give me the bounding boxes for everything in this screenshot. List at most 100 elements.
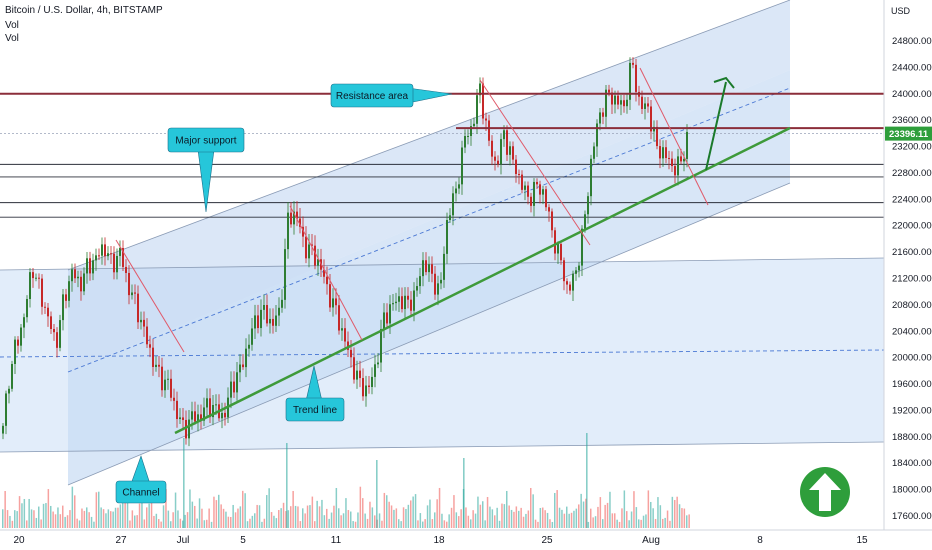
candle-body	[515, 159, 517, 174]
candle-body	[545, 189, 547, 208]
volume-bar	[575, 508, 578, 528]
volume-bar	[208, 508, 210, 528]
candle-body	[251, 328, 253, 345]
candle-body	[167, 378, 169, 380]
candle-body	[650, 106, 652, 132]
volume-bar	[582, 501, 585, 528]
volume-bar	[215, 500, 218, 528]
candle-body	[623, 100, 625, 107]
volume-bar	[503, 504, 506, 528]
volume-bar	[551, 521, 554, 528]
volume-bar	[390, 505, 393, 528]
candle-body	[473, 123, 475, 127]
volume-bar	[585, 498, 587, 528]
price-tick-label: 20000.00	[892, 353, 932, 364]
candle-body	[614, 95, 616, 105]
volume-bar	[669, 520, 671, 528]
volume-bar	[558, 507, 561, 528]
volume-bar	[354, 521, 357, 528]
volume-bar	[614, 513, 616, 528]
candle-body	[407, 295, 409, 300]
candle-body	[338, 305, 340, 331]
volume-bar	[654, 518, 657, 528]
price-tick-label: 21600.00	[892, 247, 932, 258]
volume-bar	[114, 507, 117, 528]
volume-bar	[40, 519, 42, 528]
callouts: Resistance area Major support Trend line Ch…	[115, 83, 453, 504]
volume-bar	[395, 508, 398, 528]
volume-bar	[78, 520, 81, 528]
price-tick-label: 24400.00	[892, 62, 932, 73]
candle-body	[59, 320, 61, 348]
candle-body	[383, 312, 385, 330]
symbol-legend[interactable]: Bitcoin / U.S. Dollar, 4h, BITSTAMP	[5, 5, 163, 16]
price-axis[interactable]: USD 17600.00 18000.00 18400.00 18800.00 19200…	[883, 0, 932, 530]
volume-bar	[534, 519, 537, 528]
time-axis[interactable]: 20 27 Jul 5 11 18 25 Aug 8 15	[0, 529, 932, 546]
volume-indicator-label-2[interactable]: Vol	[5, 33, 19, 44]
channel-mid-line	[0, 349, 885, 358]
volume-bar	[410, 500, 412, 528]
volume-bar	[220, 504, 222, 528]
volume-bar	[110, 511, 112, 528]
candle-body	[47, 307, 49, 317]
candle-body	[590, 158, 592, 197]
volume-bar	[642, 515, 645, 528]
candle-body	[554, 230, 556, 254]
volume-bars	[2, 433, 690, 528]
candle-body	[680, 156, 682, 162]
volume-bar	[508, 505, 510, 528]
volume-bar	[455, 512, 458, 528]
candle-body	[179, 417, 181, 420]
candle-body	[488, 120, 490, 141]
volume-bar	[172, 512, 174, 528]
candle-body	[521, 174, 523, 190]
candle-body	[44, 306, 46, 308]
volume-bar	[621, 508, 623, 528]
candle-body	[335, 298, 337, 306]
trendline-callout: Trend line	[285, 365, 345, 422]
candle-body	[632, 62, 634, 65]
rising-channel-top	[67, 0, 791, 271]
candle-body	[248, 344, 250, 349]
candle-body	[260, 309, 262, 329]
volume-bar	[686, 515, 688, 528]
volume-bar	[628, 520, 630, 528]
candle-body	[302, 226, 304, 237]
volume-bar	[323, 515, 326, 528]
candle-body	[617, 95, 619, 105]
volume-bar	[518, 510, 520, 528]
candle-body	[470, 126, 472, 136]
volume-bar	[350, 511, 352, 528]
candle-body	[548, 207, 550, 212]
volume-bar	[623, 490, 626, 528]
volume-bar	[143, 519, 146, 528]
volume-bar	[227, 516, 230, 528]
volume-bar	[304, 513, 306, 528]
time-tick-label: 8	[757, 535, 763, 546]
time-tick-label: 5	[240, 535, 246, 546]
candle-body	[197, 414, 199, 422]
candle-body	[377, 362, 379, 365]
volume-indicator-label[interactable]: Vol	[5, 20, 19, 31]
candle-body	[464, 136, 466, 148]
volume-bar	[198, 498, 201, 528]
candle-body	[116, 255, 118, 273]
volume-bar	[261, 521, 263, 528]
candle-body	[188, 419, 190, 439]
price-tick-label: 18000.00	[892, 485, 932, 496]
rising-channel-mid	[67, 87, 791, 373]
candle-body	[353, 357, 355, 380]
candle-body	[608, 89, 610, 93]
volume-bar	[414, 494, 417, 528]
volume-bar	[438, 487, 441, 528]
volume-bar	[463, 458, 465, 528]
volume-bar	[230, 516, 232, 528]
candle-body	[17, 339, 19, 346]
last-price-label: 23396.11	[889, 129, 929, 140]
candle-body	[410, 299, 412, 311]
volume-bar	[467, 515, 470, 528]
volume-bar	[314, 521, 316, 528]
volume-bar	[119, 504, 122, 528]
